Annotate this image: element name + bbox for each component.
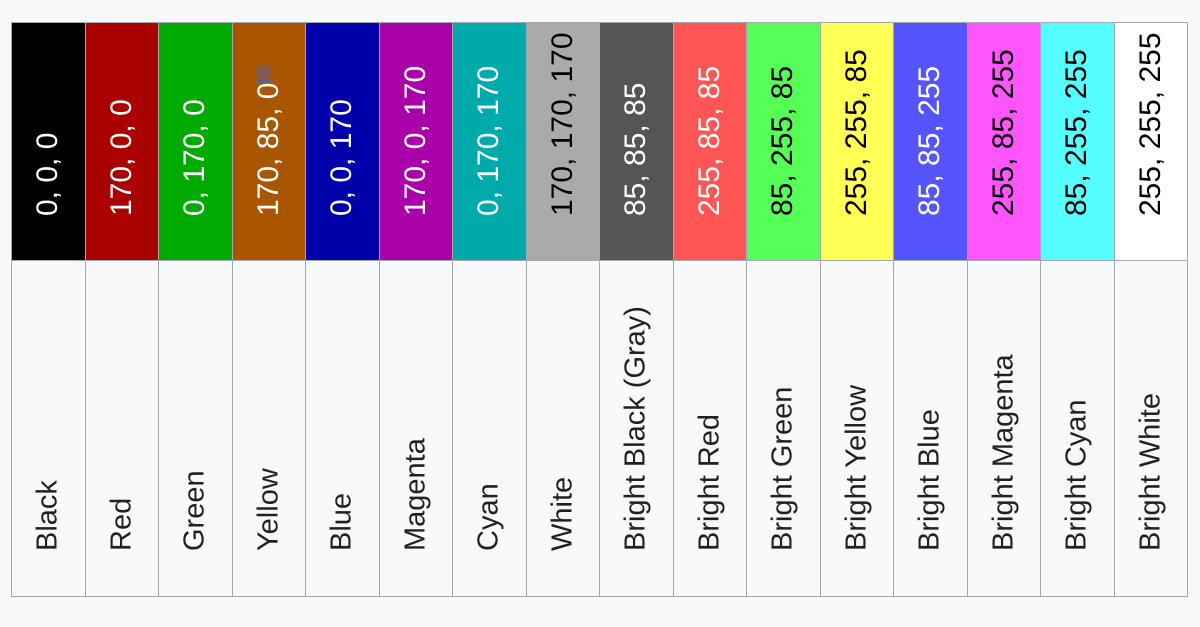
rgb-value: 170, 0, 170 (398, 65, 432, 216)
color-name: Bright Green (766, 386, 799, 551)
rgb-value: 0, 170, 0 (178, 99, 212, 216)
color-name: Cyan (472, 483, 505, 551)
color-swatch: 255, 255, 85 (820, 23, 893, 260)
color-name-cell: Cyan (453, 261, 526, 596)
color-swatch: 255, 85, 85 (673, 23, 746, 260)
color-name-cell: Bright White (1114, 261, 1187, 596)
color-swatch: 0, 0, 0 (12, 23, 85, 260)
color-swatch: 0, 170, 0 (159, 23, 232, 260)
color-name-cell: Bright Green (747, 261, 820, 596)
color-name-cell: Red (85, 261, 158, 596)
palette-column: 85, 255, 85 Bright Green (747, 23, 820, 596)
color-name-cell: Green (159, 261, 232, 596)
color-swatch: 0, 170, 170 (453, 23, 526, 260)
rgb-value: 0, 0, 0 (31, 132, 65, 216)
palette-column: 0, 0, 170 Blue (306, 23, 379, 596)
rgb-value: 85, 255, 255 (1060, 49, 1094, 216)
color-name: Bright Magenta (987, 354, 1020, 551)
palette-column: 170, 0, 170 Magenta (379, 23, 452, 596)
color-name-cell: Black (12, 261, 85, 596)
color-swatch: 255, 85, 255 (967, 23, 1040, 260)
palette-column: 0, 170, 0 Green (159, 23, 232, 596)
color-swatch: 255, 255, 255 (1114, 23, 1187, 260)
color-swatch: 85, 255, 255 (1041, 23, 1114, 260)
color-swatch: 85, 85, 255 (894, 23, 967, 260)
rgb-value: 255, 255, 255 (1133, 32, 1167, 216)
color-swatch: 85, 85, 85 (600, 23, 673, 260)
color-swatch: 170, 0, 170 (379, 23, 452, 260)
color-name: Green (178, 470, 211, 551)
palette-column: 255, 85, 85 Bright Red (673, 23, 746, 596)
palette-column: 255, 255, 85 Bright Yellow (820, 23, 893, 596)
rgb-value-with-note: 170, 85, 0[g] (251, 63, 285, 216)
color-name-cell: Bright Red (673, 261, 746, 596)
rgb-value: 0, 170, 170 (472, 65, 506, 216)
color-name: White (546, 476, 579, 551)
color-name-cell: Bright Yellow (820, 261, 893, 596)
palette-column: 255, 85, 255 Bright Magenta (967, 23, 1040, 596)
palette-column: 85, 85, 255 Bright Blue (894, 23, 967, 596)
palette-column: 0, 170, 170 Cyan (453, 23, 526, 596)
color-name: Bright Cyan (1060, 399, 1093, 551)
color-name-cell: Bright Magenta (967, 261, 1040, 596)
color-name: Bright Yellow (840, 384, 873, 551)
palette-column: 170, 85, 0[g] Yellow (232, 23, 305, 596)
palette-column: 85, 255, 255 Bright Cyan (1041, 23, 1114, 596)
color-name: Magenta (399, 438, 432, 551)
color-name-cell: White (526, 261, 599, 596)
rgb-value: 255, 85, 255 (986, 49, 1020, 216)
color-name: Black (31, 480, 64, 551)
rgb-value: 170, 85, 0 (251, 82, 285, 216)
color-swatch: 85, 255, 85 (747, 23, 820, 260)
rgb-value: 85, 85, 85 (619, 82, 653, 216)
color-name-cell: Bright Cyan (1041, 261, 1114, 596)
palette-column: 170, 0, 0 Red (85, 23, 158, 596)
color-name: Bright Black (Gray) (619, 306, 652, 551)
color-name: Red (105, 497, 138, 551)
color-name: Bright Blue (913, 409, 946, 551)
rgb-value: 0, 0, 170 (325, 99, 359, 216)
palette-column: 85, 85, 85 Bright Black (Gray) (600, 23, 673, 596)
color-name: Blue (325, 492, 358, 551)
palette-column: 255, 255, 255 Bright White (1114, 23, 1187, 596)
color-name-cell: Magenta (379, 261, 452, 596)
color-name-cell: Bright Black (Gray) (600, 261, 673, 596)
rgb-value: 255, 255, 85 (839, 49, 873, 216)
color-swatch: 0, 0, 170 (306, 23, 379, 260)
color-name-cell: Bright Blue (894, 261, 967, 596)
rgb-value: 255, 85, 85 (692, 65, 726, 216)
color-name: Yellow (252, 468, 285, 551)
palette-column: 0, 0, 0 Black (12, 23, 85, 596)
color-swatch: 170, 85, 0[g] (232, 23, 305, 260)
color-swatch: 170, 0, 0 (85, 23, 158, 260)
color-name: Bright White (1134, 393, 1167, 551)
rgb-value: 170, 170, 170 (545, 32, 579, 216)
color-name-cell: Blue (306, 261, 379, 596)
rgb-value: 85, 85, 255 (913, 65, 947, 216)
footnote-link[interactable]: [g] (251, 63, 271, 83)
color-name: Bright Red (693, 413, 726, 551)
palette-column: 170, 170, 170 White (526, 23, 599, 596)
rgb-value: 170, 0, 0 (104, 99, 138, 216)
color-swatch: 170, 170, 170 (526, 23, 599, 260)
color-palette-table: 0, 0, 0 Black 170, 0, 0 Red 0, 170, 0 Gr… (11, 22, 1188, 597)
color-name-cell: Yellow (232, 261, 305, 596)
rgb-value: 85, 255, 85 (766, 65, 800, 216)
